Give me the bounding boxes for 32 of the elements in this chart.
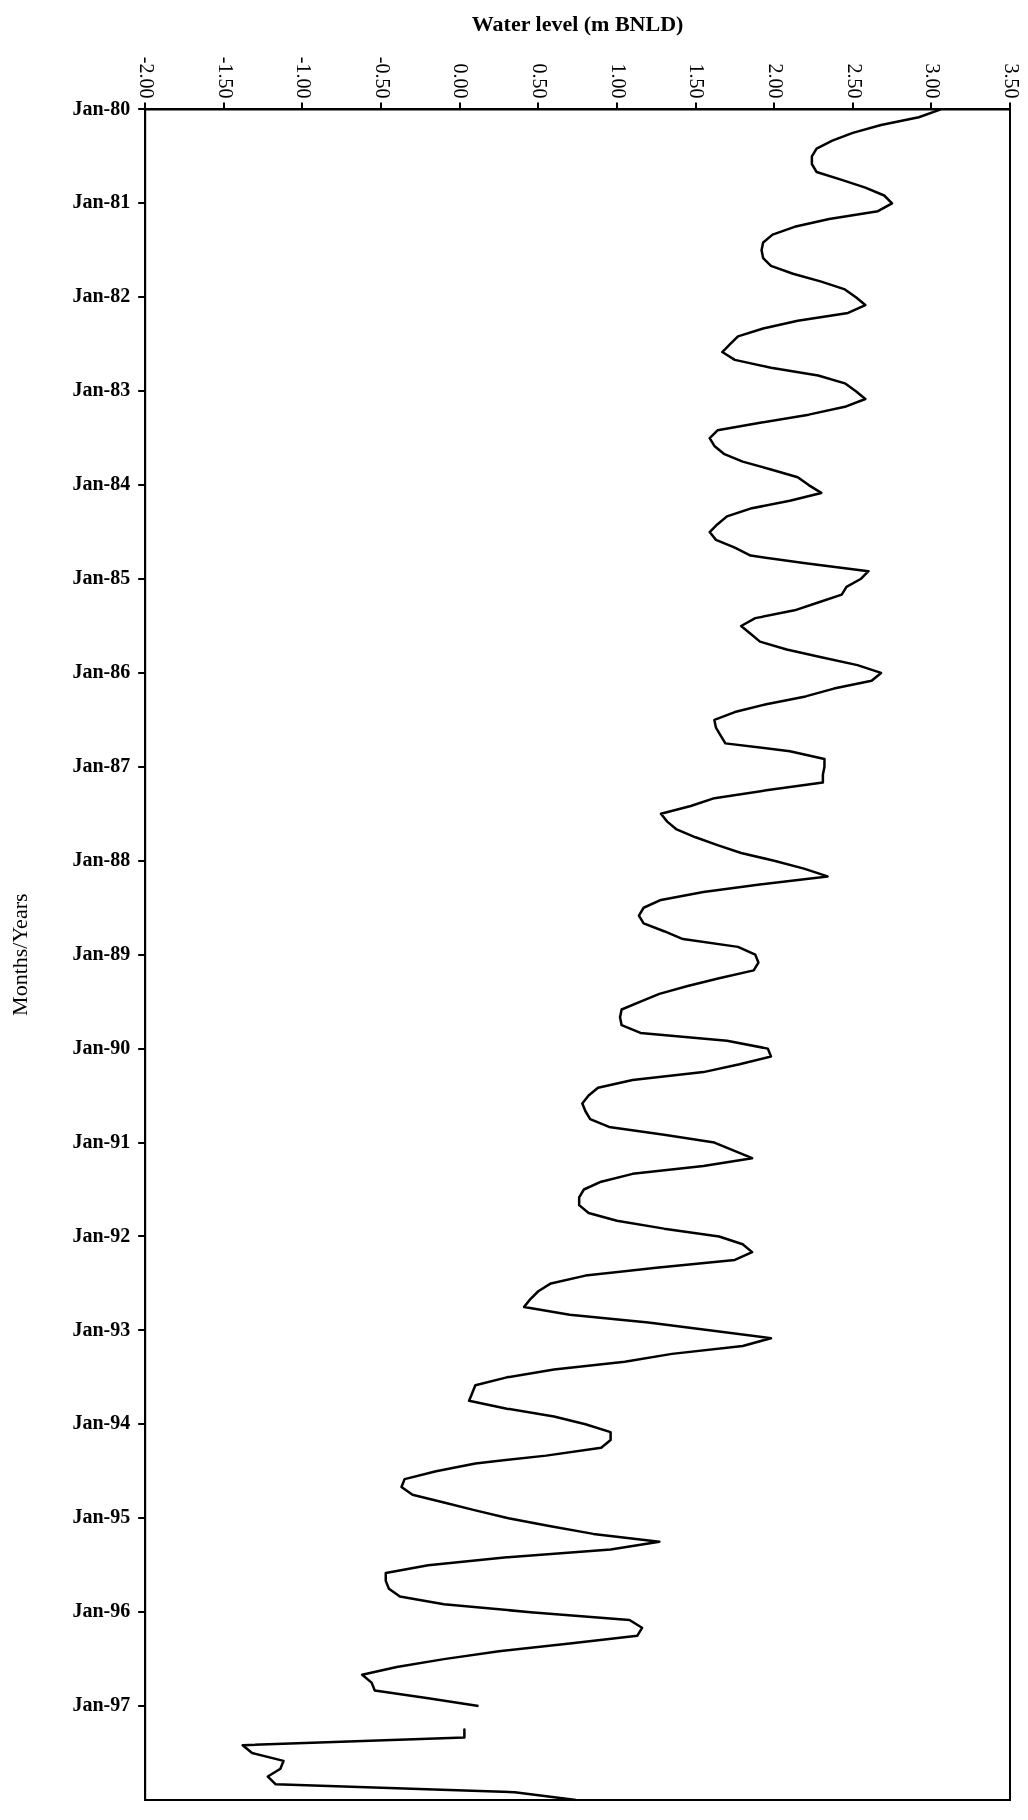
x-tick-label: 0.00 (450, 63, 473, 99)
y-tick-label: Jan-93 (72, 1317, 131, 1340)
x-tick-label: 0.50 (529, 63, 552, 99)
y-tick-label: Jan-94 (72, 1411, 131, 1434)
y-tick-label: Jan-92 (72, 1223, 131, 1246)
x-tick-label: 3.50 (1000, 63, 1023, 99)
y-tick-label: Jan-89 (72, 941, 131, 964)
x-tick-label: 2.50 (843, 63, 866, 99)
y-tick-label: Jan-85 (72, 566, 131, 589)
x-tick-label: -1.00 (293, 56, 316, 99)
y-tick-label: Jan-83 (72, 378, 131, 401)
x-tick-label: 1.00 (607, 63, 630, 99)
x-tick-label: -0.50 (371, 56, 394, 99)
x-tick-label: 2.00 (764, 63, 787, 99)
y-tick-label: Jan-95 (72, 1505, 131, 1528)
y-tick-label: Jan-81 (72, 190, 131, 213)
y-tick-label: Jan-86 (72, 660, 131, 683)
y-tick-label: Jan-80 (72, 96, 131, 119)
y-tick-label: Jan-91 (72, 1129, 131, 1152)
x-tick-label: 1.50 (686, 63, 709, 99)
x-axis-title: Water level (m BNLD) (471, 10, 684, 36)
y-tick-label: Jan-96 (72, 1599, 131, 1622)
x-tick-label: -2.00 (135, 56, 158, 99)
y-tick-label: Jan-84 (72, 472, 131, 495)
y-tick-label: Jan-82 (72, 284, 131, 307)
y-tick-label: Jan-88 (72, 847, 131, 870)
y-tick-label: Jan-87 (72, 754, 131, 777)
y-axis-title: Months/Years (6, 893, 32, 1016)
y-tick-label: Jan-90 (72, 1035, 131, 1058)
y-tick-label: Jan-97 (72, 1693, 131, 1716)
x-tick-label: 3.00 (922, 63, 945, 99)
x-tick-label: -1.50 (214, 56, 237, 99)
